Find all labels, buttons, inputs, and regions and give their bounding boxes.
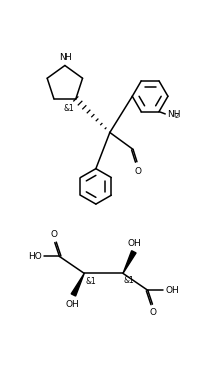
Text: O: O: [150, 308, 157, 317]
Text: 2: 2: [175, 113, 179, 119]
Text: &1: &1: [64, 104, 74, 112]
Text: O: O: [134, 167, 141, 176]
Text: &1: &1: [124, 276, 135, 285]
Text: OH: OH: [128, 239, 141, 248]
Text: O: O: [51, 230, 57, 239]
Text: &1: &1: [85, 277, 96, 286]
Text: OH: OH: [166, 286, 179, 295]
Text: OH: OH: [66, 300, 79, 309]
Polygon shape: [123, 251, 136, 273]
Text: H: H: [64, 53, 71, 61]
Text: NH: NH: [167, 110, 180, 119]
Text: HO: HO: [28, 252, 42, 261]
Polygon shape: [71, 273, 84, 296]
Text: N: N: [59, 53, 66, 61]
